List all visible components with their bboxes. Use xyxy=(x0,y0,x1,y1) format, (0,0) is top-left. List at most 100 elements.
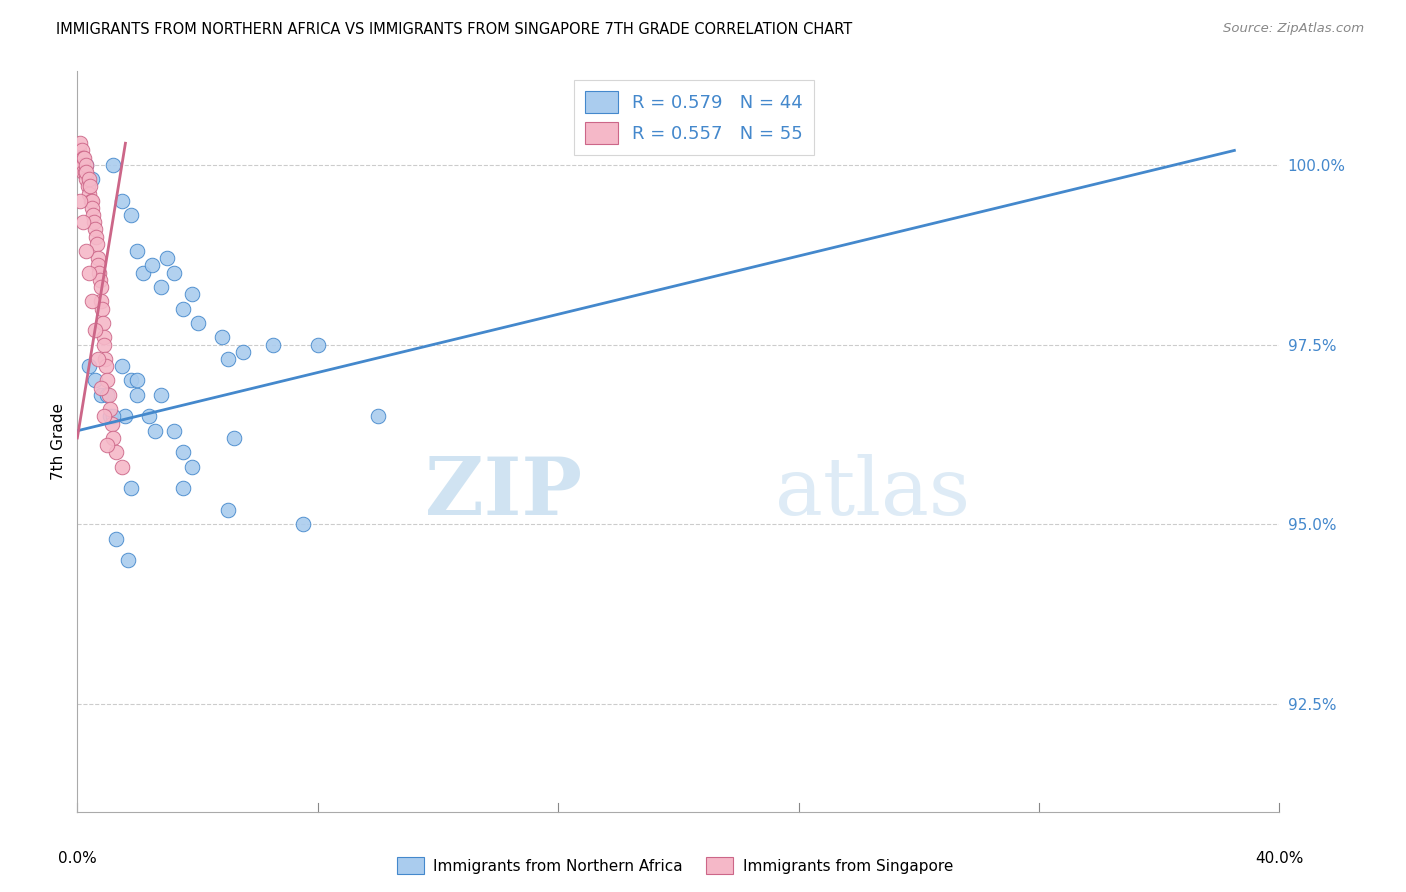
Point xyxy=(82,208,104,222)
Point xyxy=(97,388,120,402)
Point xyxy=(90,280,112,294)
Point xyxy=(94,359,117,373)
Point xyxy=(84,229,107,244)
Point xyxy=(72,158,94,172)
Point xyxy=(75,158,97,172)
Legend: Immigrants from Northern Africa, Immigrants from Singapore: Immigrants from Northern Africa, Immigra… xyxy=(391,851,959,880)
Point xyxy=(114,409,136,424)
Point xyxy=(145,424,167,438)
Point xyxy=(76,179,98,194)
Text: atlas: atlas xyxy=(775,454,970,533)
Point xyxy=(70,151,93,165)
Point xyxy=(87,252,110,266)
Y-axis label: 7th Grade: 7th Grade xyxy=(51,403,66,480)
Point xyxy=(172,301,194,316)
Point xyxy=(67,144,90,158)
Point xyxy=(79,266,101,280)
Point xyxy=(186,316,209,330)
Point xyxy=(120,481,142,495)
Point xyxy=(217,351,239,366)
Point xyxy=(72,215,94,229)
Text: 40.0%: 40.0% xyxy=(1256,851,1303,866)
Point xyxy=(307,337,329,351)
Point xyxy=(89,273,111,287)
Point xyxy=(87,351,110,366)
Point xyxy=(82,201,104,215)
Point xyxy=(291,517,314,532)
Point xyxy=(127,244,149,258)
Point xyxy=(105,532,128,546)
Point xyxy=(111,359,134,373)
Point xyxy=(103,431,125,445)
Point xyxy=(69,194,91,208)
Point xyxy=(82,172,104,186)
Point xyxy=(75,244,97,258)
Text: ZIP: ZIP xyxy=(425,454,582,533)
Point xyxy=(172,445,194,459)
Point xyxy=(141,259,163,273)
Point xyxy=(79,186,101,201)
Point xyxy=(73,151,96,165)
Point xyxy=(90,294,112,309)
Point xyxy=(91,301,114,316)
Point xyxy=(180,459,202,474)
Text: Source: ZipAtlas.com: Source: ZipAtlas.com xyxy=(1223,22,1364,36)
Text: IMMIGRANTS FROM NORTHERN AFRICA VS IMMIGRANTS FROM SINGAPORE 7TH GRADE CORRELATI: IMMIGRANTS FROM NORTHERN AFRICA VS IMMIG… xyxy=(56,22,852,37)
Point xyxy=(150,388,173,402)
Point xyxy=(79,359,101,373)
Point xyxy=(79,179,101,194)
Point xyxy=(367,409,389,424)
Point xyxy=(180,287,202,301)
Point xyxy=(80,194,103,208)
Point xyxy=(222,431,245,445)
Point xyxy=(69,151,91,165)
Point xyxy=(96,374,118,388)
Point xyxy=(150,280,173,294)
Point xyxy=(84,323,107,337)
Point xyxy=(117,553,139,567)
Point xyxy=(111,459,134,474)
Point xyxy=(217,503,239,517)
Point xyxy=(87,266,110,280)
Point xyxy=(211,330,233,344)
Point xyxy=(72,165,94,179)
Point xyxy=(69,136,91,151)
Point xyxy=(77,172,100,186)
Point xyxy=(70,144,93,158)
Point xyxy=(93,409,115,424)
Point xyxy=(93,337,115,351)
Point xyxy=(100,402,122,417)
Point xyxy=(96,438,118,452)
Point xyxy=(93,330,115,344)
Point xyxy=(91,316,114,330)
Point xyxy=(105,445,128,459)
Point xyxy=(103,158,125,172)
Text: 0.0%: 0.0% xyxy=(58,851,97,866)
Point xyxy=(90,381,112,395)
Point xyxy=(96,388,118,402)
Point xyxy=(132,266,155,280)
Point xyxy=(127,388,149,402)
Point xyxy=(86,236,108,251)
Point xyxy=(232,344,254,359)
Point xyxy=(100,409,122,424)
Point xyxy=(162,266,184,280)
Point xyxy=(138,409,160,424)
Point xyxy=(103,409,125,424)
Point xyxy=(73,165,96,179)
Point xyxy=(90,388,112,402)
Point xyxy=(156,252,179,266)
Point xyxy=(101,417,124,431)
Point xyxy=(70,158,93,172)
Point xyxy=(84,222,107,236)
Point xyxy=(120,374,142,388)
Point xyxy=(111,194,134,208)
Point xyxy=(72,151,94,165)
Point xyxy=(172,481,194,495)
Point xyxy=(75,172,97,186)
Point xyxy=(87,259,110,273)
Point xyxy=(83,215,105,229)
Legend: R = 0.579   N = 44, R = 0.557   N = 55: R = 0.579 N = 44, R = 0.557 N = 55 xyxy=(574,80,814,155)
Point xyxy=(120,208,142,222)
Point xyxy=(84,374,107,388)
